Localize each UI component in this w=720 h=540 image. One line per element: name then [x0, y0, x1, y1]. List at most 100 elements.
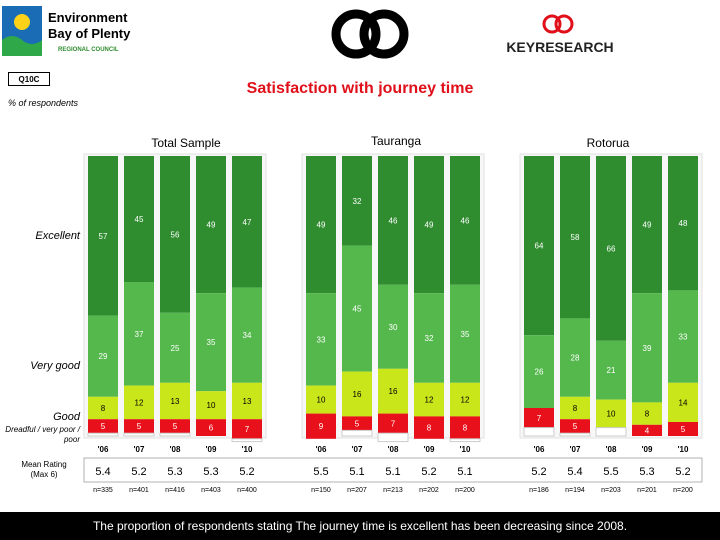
data-label-tauranga-1-3: 5: [355, 419, 360, 428]
data-label-total-sample-1-0: 45: [135, 215, 144, 224]
data-label-total-sample-2-3: 5: [173, 422, 178, 431]
bar-segment-rotorua-3-2: [632, 402, 662, 425]
data-label-total-sample-4-2: 13: [243, 397, 252, 406]
data-label-total-sample-4-0: 47: [243, 218, 252, 227]
footer-caption: The proportion of respondents stating Th…: [0, 512, 720, 540]
data-label-total-sample-2-0: 56: [171, 230, 180, 239]
data-label-total-sample-4-1: 34: [243, 331, 252, 340]
data-label-total-sample-3-3: 6: [209, 424, 214, 433]
sample-size-rotorua-3: n=201: [637, 487, 657, 494]
x-tick-label-tauranga-4: '10: [460, 445, 471, 454]
bar-segment-total-sample-2-2: [160, 382, 190, 420]
mean-rating-rotorua-3: 5.3: [639, 466, 654, 478]
data-label-tauranga-0-2: 10: [317, 396, 326, 405]
bar-segment-rotorua-1-3: [560, 419, 590, 434]
data-label-tauranga-0-3: 9: [319, 422, 324, 431]
bar-segment-tauranga-0-0: [306, 156, 336, 294]
bar-segment-rotorua-4-1: [668, 290, 698, 383]
data-label-tauranga-3-1: 32: [425, 334, 434, 343]
data-label-rotorua-2-0: 66: [607, 244, 616, 253]
bar-segment-tauranga-4-4: [449, 438, 481, 443]
data-label-rotorua-4-0: 48: [679, 219, 688, 228]
row-label-mean-rating: Mean Rating (Max 6): [21, 460, 67, 479]
bar-segment-total-sample-2-3: [160, 419, 190, 434]
sample-size-tauranga-0: n=150: [311, 487, 331, 494]
bar-segment-rotorua-4-2: [668, 382, 698, 422]
sample-size-rotorua-4: n=200: [673, 487, 693, 494]
bar-segment-total-sample-4-2: [232, 382, 262, 420]
bar-segment-tauranga-1-2: [342, 371, 372, 417]
x-tick-label-rotorua-2: '08: [606, 445, 617, 454]
data-label-tauranga-0-0: 49: [317, 221, 326, 230]
data-label-rotorua-3-1: 39: [643, 344, 652, 353]
mean-rating-tauranga-1: 5.1: [349, 466, 364, 478]
rings-logo-icon: [331, 9, 409, 59]
data-label-tauranga-2-3: 7: [391, 419, 396, 428]
bar-segment-tauranga-1-1: [342, 245, 372, 372]
bar-segment-tauranga-0-3: [306, 413, 336, 439]
bar-segment-total-sample-0-4: [87, 432, 119, 437]
x-tick-label-total-sample-0: '06: [98, 445, 109, 454]
bar-segment-tauranga-4-1: [450, 284, 480, 383]
bar-segment-tauranga-3-1: [414, 293, 444, 383]
bar-segment-rotorua-1-1: [560, 318, 590, 397]
bar-segment-rotorua-2-2: [596, 399, 626, 428]
data-label-rotorua-4-1: 33: [679, 333, 688, 342]
mean-rating-tauranga-0: 5.5: [313, 466, 328, 478]
bar-segment-tauranga-1-0: [342, 156, 372, 246]
group-title-rotorua: Rotorua: [586, 136, 630, 150]
bar-segment-total-sample-1-1: [124, 282, 154, 386]
data-label-tauranga-1-2: 16: [353, 390, 362, 399]
data-label-rotorua-1-0: 58: [571, 233, 580, 242]
bar-segment-tauranga-4-0: [450, 156, 480, 285]
mean-rating-total-sample-0: 5.4: [95, 466, 110, 478]
page-title: Satisfaction with journey time: [246, 80, 474, 97]
data-label-tauranga-1-0: 32: [353, 197, 362, 206]
keyresearch-logo: KEYRESEARCH: [506, 14, 614, 55]
data-label-tauranga-0-1: 33: [317, 335, 326, 344]
data-label-tauranga-4-3: 8: [463, 424, 468, 433]
bar-segment-tauranga-2-4: [377, 432, 409, 443]
data-label-rotorua-3-0: 49: [643, 221, 652, 230]
data-label-tauranga-2-2: 16: [389, 387, 398, 396]
data-label-tauranga-1-1: 45: [353, 305, 362, 314]
bar-segment-tauranga-2-2: [378, 368, 408, 414]
bar-segment-total-sample-3-2: [196, 391, 226, 420]
bar-segment-rotorua-2-4: [595, 427, 627, 437]
data-label-total-sample-4-3: 7: [245, 425, 250, 434]
data-label-rotorua-3-3: 4: [645, 426, 650, 435]
bar-segment-total-sample-4-3: [232, 419, 262, 439]
data-label-rotorua-2-2: 10: [607, 410, 616, 419]
stacked-bar-chart: 572985'065.4n=3354537125'075.2n=40156251…: [83, 153, 703, 494]
data-label-total-sample-2-2: 13: [171, 397, 180, 406]
mean-rating-tauranga-3: 5.2: [421, 466, 436, 478]
x-tick-label-total-sample-2: '08: [170, 445, 181, 454]
data-label-rotorua-1-1: 28: [571, 354, 580, 363]
mean-rating-total-sample-2: 5.3: [167, 466, 182, 478]
sample-size-total-sample-0: n=335: [93, 487, 113, 494]
bar-segment-tauranga-3-2: [414, 382, 444, 417]
x-tick-label-rotorua-1: '07: [570, 445, 581, 454]
mean-rating-tauranga-4: 5.1: [457, 466, 472, 478]
bar-segment-rotorua-4-0: [668, 156, 698, 291]
data-label-total-sample-1-1: 37: [135, 330, 144, 339]
bar-segment-total-sample-0-3: [88, 419, 118, 434]
data-label-tauranga-4-1: 35: [461, 330, 470, 339]
data-label-tauranga-4-0: 46: [461, 216, 470, 225]
sample-size-tauranga-2: n=213: [383, 487, 403, 494]
question-code-badge: Q10C: [8, 72, 50, 86]
sample-size-total-sample-3: n=403: [201, 487, 221, 494]
bar-segment-tauranga-2-3: [378, 413, 408, 434]
x-tick-label-rotorua-0: '06: [534, 445, 545, 454]
data-label-total-sample-0-3: 5: [101, 422, 106, 431]
data-label-total-sample-3-1: 35: [207, 338, 216, 347]
data-label-tauranga-4-2: 12: [461, 396, 470, 405]
mean-rating-rotorua-1: 5.4: [567, 466, 582, 478]
group-title-total-sample: Total Sample: [151, 136, 221, 150]
mean-rating-rotorua-4: 5.2: [675, 466, 690, 478]
x-tick-label-total-sample-4: '10: [242, 445, 253, 454]
data-label-total-sample-0-1: 29: [99, 352, 108, 361]
bar-segment-rotorua-0-3: [524, 408, 554, 428]
x-tick-label-tauranga-2: '08: [388, 445, 399, 454]
data-label-total-sample-3-0: 49: [207, 221, 216, 230]
